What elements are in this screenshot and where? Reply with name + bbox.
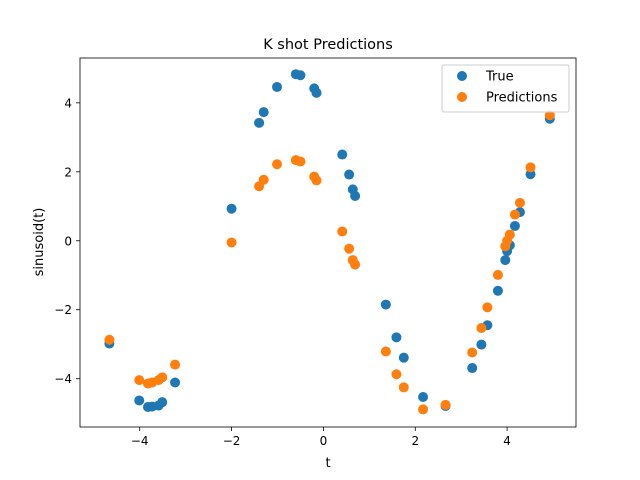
point-predictions-16 xyxy=(344,243,355,254)
point-predictions-31 xyxy=(509,209,520,220)
point-predictions-21 xyxy=(398,382,409,393)
x-tick-label: 4 xyxy=(503,434,511,448)
point-true-27 xyxy=(492,285,503,296)
x-tick-label: 0 xyxy=(320,434,328,448)
point-predictions-26 xyxy=(482,302,493,313)
y-axis-label: sinusoid(t) xyxy=(32,208,47,277)
point-predictions-25 xyxy=(476,323,487,334)
x-tick-label: 2 xyxy=(411,434,419,448)
point-true-31 xyxy=(509,220,520,231)
point-true-25 xyxy=(476,339,487,350)
point-predictions-33 xyxy=(525,162,536,173)
x-axis-ticks: −4 −2 0 2 4 xyxy=(131,427,511,448)
point-predictions-24 xyxy=(467,347,478,358)
point-predictions-27 xyxy=(492,269,503,280)
point-predictions-15 xyxy=(337,226,348,237)
legend-box xyxy=(441,64,570,113)
point-predictions-23 xyxy=(440,399,451,410)
point-true-22 xyxy=(418,392,429,402)
point-true-28 xyxy=(500,255,511,266)
point-predictions-34 xyxy=(544,110,555,121)
x-axis-label: t xyxy=(325,456,330,471)
y-tick-label: 4 xyxy=(64,96,72,110)
legend-marker-predictions xyxy=(457,92,467,102)
point-true-10 xyxy=(272,81,283,92)
point-predictions-30 xyxy=(504,229,515,240)
point-true-33 xyxy=(525,169,536,180)
point-true-5 xyxy=(157,397,168,408)
point-true-15 xyxy=(337,149,348,160)
y-tick-label: −4 xyxy=(54,372,72,386)
point-true-21 xyxy=(398,352,409,363)
point-true-7 xyxy=(226,203,237,214)
point-predictions-22 xyxy=(418,404,429,415)
y-tick-label: 2 xyxy=(64,165,72,179)
point-true-14 xyxy=(311,87,322,98)
point-predictions-7 xyxy=(226,237,237,248)
point-predictions-1 xyxy=(134,375,145,386)
point-predictions-0 xyxy=(104,334,115,345)
point-predictions-14 xyxy=(311,175,322,186)
point-predictions-20 xyxy=(391,369,402,380)
legend: True Predictions xyxy=(441,64,570,113)
point-true-1 xyxy=(134,395,145,406)
legend-label-predictions: Predictions xyxy=(486,91,558,106)
point-true-12 xyxy=(295,70,306,81)
plot-frame xyxy=(79,57,577,428)
legend-marker-true xyxy=(457,71,467,81)
x-tick-label: −4 xyxy=(131,434,149,448)
point-predictions-12 xyxy=(295,156,306,167)
point-true-9 xyxy=(258,107,269,118)
point-true-19 xyxy=(380,299,391,310)
y-tick-label: −2 xyxy=(54,303,72,317)
point-true-16 xyxy=(344,169,355,180)
point-predictions-9 xyxy=(258,174,269,185)
point-true-18 xyxy=(350,190,361,201)
point-true-8 xyxy=(254,117,265,128)
point-predictions-6 xyxy=(170,359,181,370)
chart-title: K shot Predictions xyxy=(263,37,393,53)
y-axis-ticks: −4 −2 0 2 4 xyxy=(54,96,80,386)
x-tick-label: −2 xyxy=(223,434,241,448)
point-predictions-5 xyxy=(157,372,168,383)
point-true-24 xyxy=(467,363,478,374)
legend-label-true: True xyxy=(485,70,514,85)
point-predictions-10 xyxy=(272,159,283,170)
point-true-20 xyxy=(391,332,402,343)
y-tick-label: 0 xyxy=(64,234,72,248)
point-predictions-32 xyxy=(514,197,525,208)
point-predictions-19 xyxy=(380,346,391,357)
point-predictions-18 xyxy=(350,259,361,270)
points-layer xyxy=(104,69,555,415)
point-true-6 xyxy=(170,377,181,388)
